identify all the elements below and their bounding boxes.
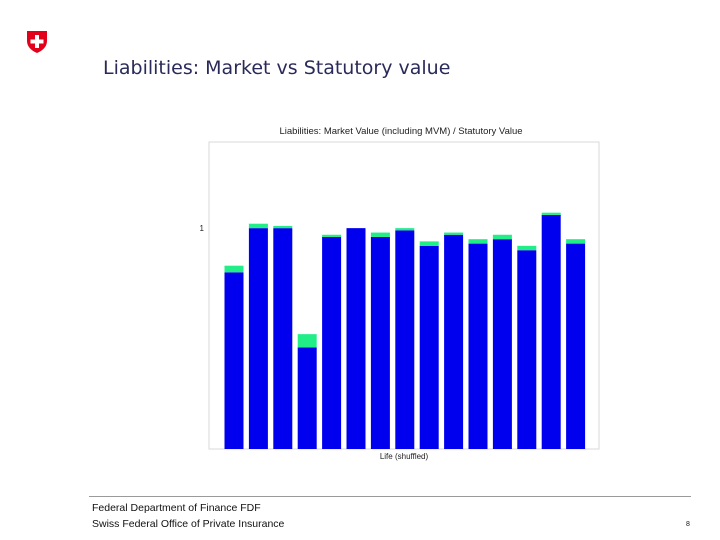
bar-mvm-cap	[468, 239, 488, 244]
bar-statutory	[517, 250, 537, 449]
swiss-cross-logo-icon	[27, 31, 47, 53]
chart-title: Liabilities: Market Value (including MVM…	[279, 126, 522, 137]
bar-statutory	[346, 228, 366, 449]
bar-statutory	[492, 239, 512, 449]
bar-statutory	[395, 230, 415, 449]
y-tick-label: 1	[200, 224, 205, 233]
footer-office: Swiss Federal Office of Private Insuranc…	[92, 518, 285, 530]
bar-mvm-cap	[395, 228, 415, 231]
bar-chart: Liabilities: Market Value (including MVM…	[190, 118, 610, 468]
footer-department: Federal Department of Finance FDF	[92, 502, 261, 514]
bar-statutory	[322, 236, 342, 449]
bar-statutory	[370, 236, 390, 449]
bar-statutory	[444, 234, 464, 449]
bar-mvm-cap	[273, 225, 293, 229]
bar-mvm-cap	[224, 265, 244, 273]
page-number: 8	[686, 521, 690, 528]
bar-statutory	[297, 347, 317, 449]
bar-mvm-cap	[444, 232, 464, 235]
x-axis-label: Life (shuffled)	[380, 452, 429, 461]
page-title: Liabilities: Market vs Statutory value	[103, 57, 451, 79]
bar-mvm-cap	[297, 334, 317, 348]
bar-statutory	[566, 243, 586, 449]
bar-mvm-cap	[517, 245, 537, 251]
bar-mvm-cap	[370, 232, 390, 237]
bar-mvm-cap	[322, 234, 342, 237]
bar-mvm-cap	[419, 241, 439, 246]
bar-statutory	[419, 245, 439, 449]
bar-statutory	[273, 228, 293, 449]
footer-divider	[89, 496, 691, 497]
bar-mvm-cap	[492, 234, 512, 240]
bar-mvm-cap	[248, 223, 268, 229]
bar-statutory	[541, 214, 561, 449]
bar-statutory	[468, 243, 488, 449]
bar-mvm-cap	[566, 239, 586, 244]
bar-statutory	[248, 228, 268, 449]
bar-mvm-cap	[541, 212, 561, 215]
bar-statutory	[224, 272, 244, 449]
